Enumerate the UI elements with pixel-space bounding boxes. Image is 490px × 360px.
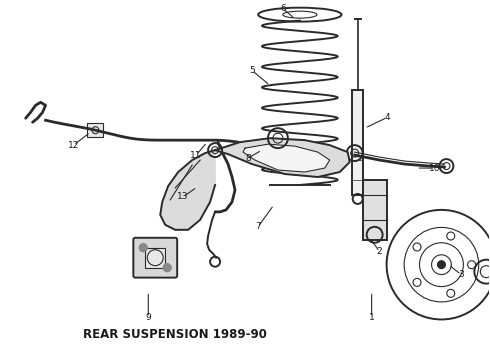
Text: 13: 13	[177, 193, 189, 202]
Text: 6: 6	[280, 4, 286, 13]
Text: 9: 9	[146, 313, 151, 322]
Circle shape	[438, 261, 445, 269]
Text: 11: 11	[191, 150, 202, 159]
Bar	[145, 248, 165, 268]
Text: REAR SUSPENSION 1989-90: REAR SUSPENSION 1989-90	[83, 328, 267, 341]
Bar	[352, 90, 363, 195]
Polygon shape	[160, 150, 215, 230]
Text: 3: 3	[459, 270, 464, 279]
Text: 8: 8	[245, 154, 251, 163]
Text: 10: 10	[429, 163, 440, 172]
FancyBboxPatch shape	[133, 238, 177, 278]
Text: 12: 12	[68, 141, 79, 150]
Text: 7: 7	[255, 222, 261, 231]
Bar	[87, 123, 103, 137]
Polygon shape	[243, 144, 330, 172]
Bar	[363, 180, 387, 240]
Circle shape	[139, 244, 147, 252]
Text: 5: 5	[249, 66, 255, 75]
Text: 1: 1	[369, 313, 374, 322]
Circle shape	[163, 264, 171, 272]
Text: 2: 2	[377, 247, 382, 256]
Text: 4: 4	[385, 113, 391, 122]
Polygon shape	[215, 138, 350, 177]
